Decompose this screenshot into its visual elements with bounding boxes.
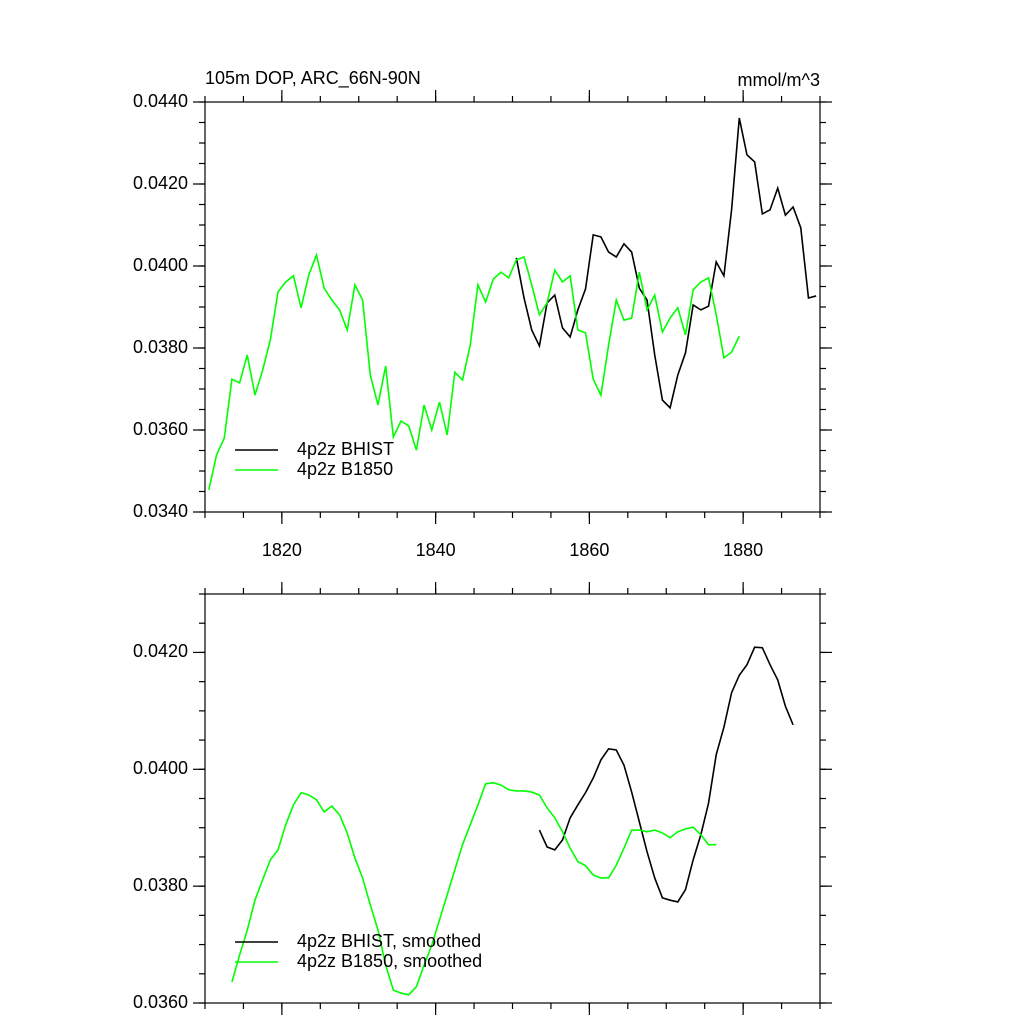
y-tick-label: 0.0360 — [133, 992, 188, 1012]
units-label: mmol/m^3 — [738, 70, 820, 90]
data-line — [515, 117, 817, 410]
chart-title: 105m DOP, ARC_66N-90N — [205, 68, 421, 89]
y-tick-label: 0.0440 — [133, 91, 188, 111]
x-tick-label: 1860 — [569, 540, 609, 560]
y-tick-label: 0.0360 — [133, 419, 188, 439]
x-tick-label: 1840 — [416, 540, 456, 560]
data-line — [208, 252, 741, 491]
legend-label: 4p2z B1850 — [297, 459, 393, 479]
legend-label: 4p2z BHIST — [297, 439, 394, 459]
legend-label: 4p2z B1850, smoothed — [297, 951, 482, 971]
legend-label: 4p2z BHIST, smoothed — [297, 931, 481, 951]
y-tick-label: 0.0380 — [133, 875, 188, 895]
x-tick-label: 1880 — [723, 540, 763, 560]
y-tick-label: 0.0400 — [133, 255, 188, 275]
data-line — [231, 781, 717, 996]
y-tick-label: 0.0400 — [133, 758, 188, 778]
y-tick-label: 0.0380 — [133, 337, 188, 357]
x-tick-label: 1820 — [262, 540, 302, 560]
y-tick-label: 0.0340 — [133, 501, 188, 521]
data-line — [538, 646, 794, 903]
y-tick-label: 0.0420 — [133, 641, 188, 661]
y-tick-label: 0.0420 — [133, 173, 188, 193]
